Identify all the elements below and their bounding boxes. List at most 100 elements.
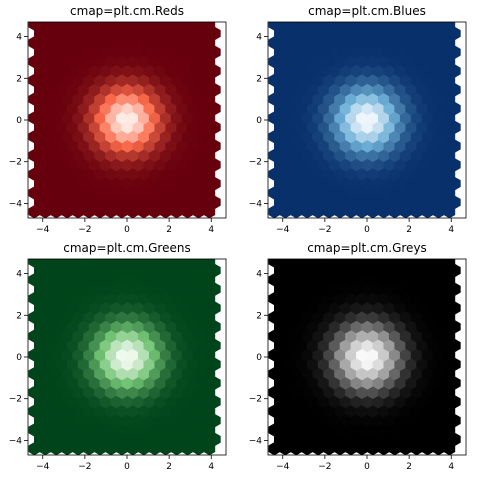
subplot-title: cmap=plt.cm.Blues <box>308 4 426 18</box>
hex-cell <box>367 22 379 31</box>
hex-cell <box>105 259 117 268</box>
hex-cell <box>377 259 390 268</box>
x-tick-label: −2 <box>318 225 331 235</box>
hex-cell <box>312 22 324 31</box>
y-tick-label: 4 <box>256 33 262 43</box>
x-tick-label: 0 <box>124 462 130 472</box>
hex-cell <box>138 22 150 31</box>
hex-cell <box>388 22 401 31</box>
hex-cell <box>279 259 292 268</box>
x-tick-label: 2 <box>406 462 412 472</box>
x-tick-label: −2 <box>318 462 331 472</box>
x-tick-label: 2 <box>406 225 412 235</box>
hex-cell <box>279 22 292 31</box>
y-tick-label: 2 <box>256 74 262 84</box>
hex-cell <box>399 22 412 31</box>
hex-cell <box>203 22 216 31</box>
hex-cell <box>443 22 456 31</box>
y-tick-label: −4 <box>249 436 263 446</box>
subplot-blues: −4 −2 0 2 4 −4 −2 0 2 4 cmap=plt.cm.Blues <box>249 4 467 235</box>
x-tick-label: −2 <box>78 225 91 235</box>
y-tick-label: 4 <box>256 270 262 280</box>
hex-cell <box>39 22 52 31</box>
hex-cell <box>61 22 73 31</box>
y-tick-label: 4 <box>16 33 22 43</box>
hex-cell <box>410 259 423 268</box>
subplot-reds: −4 −2 0 2 4 −4 −2 0 2 4 cmap=plt.cm.Reds <box>9 4 227 235</box>
hex-cell <box>127 22 139 31</box>
y-tick-label: −2 <box>9 395 22 405</box>
hex-cell <box>138 259 150 268</box>
hex-cell <box>170 22 183 31</box>
subplot-title: cmap=plt.cm.Greys <box>307 241 427 255</box>
hex-cell <box>367 259 379 268</box>
subplot-title: cmap=plt.cm.Greens <box>63 241 190 255</box>
hex-cell <box>83 22 95 31</box>
subplot-title: cmap=plt.cm.Reds <box>70 4 184 18</box>
hex-cell <box>290 22 302 31</box>
hex-cell <box>356 259 368 268</box>
hex-cell <box>28 22 41 31</box>
hex-cell <box>50 259 62 268</box>
hex-cell <box>72 22 84 31</box>
hex-cell <box>94 259 106 268</box>
hex-cell <box>301 22 313 31</box>
x-tick-label: −4 <box>36 462 50 472</box>
hexbin-cells <box>268 22 461 218</box>
x-tick-label: 0 <box>124 225 130 235</box>
x-tick-label: −4 <box>36 225 50 235</box>
x-tick-label: −2 <box>78 462 91 472</box>
hex-cell <box>334 259 346 268</box>
hex-cell <box>377 22 390 31</box>
x-tick-label: −4 <box>276 462 290 472</box>
hex-cell <box>421 259 434 268</box>
subplot-greys: −4 −2 0 2 4 −4 −2 0 2 4 cmap=plt.cm.Greys <box>249 241 467 472</box>
y-tick-label: −4 <box>249 199 263 209</box>
x-tick-label: 2 <box>166 225 172 235</box>
hex-cell <box>432 22 445 31</box>
hex-cell <box>39 259 52 268</box>
hex-cell <box>268 22 281 31</box>
hex-cell <box>268 259 281 268</box>
hexbin-cells <box>28 22 221 218</box>
hex-cell <box>356 22 368 31</box>
hex-cell <box>203 259 216 268</box>
hex-cell <box>72 259 84 268</box>
hex-cell <box>181 259 194 268</box>
hex-cell <box>192 22 205 31</box>
hex-cell <box>159 22 172 31</box>
hex-cell <box>388 259 401 268</box>
hex-cell <box>28 259 41 268</box>
y-tick-label: −4 <box>9 436 23 446</box>
hex-cell <box>148 22 161 31</box>
hex-cell <box>334 22 346 31</box>
y-tick-label: 0 <box>16 353 22 363</box>
hex-cell <box>159 259 172 268</box>
hex-cell <box>148 259 161 268</box>
y-tick-label: −2 <box>249 395 262 405</box>
hex-cell <box>345 259 357 268</box>
y-tick-label: 2 <box>16 74 22 84</box>
hex-cell <box>116 22 128 31</box>
hexbin-cells <box>28 259 221 455</box>
y-tick-label: 2 <box>256 311 262 321</box>
y-tick-label: 0 <box>256 116 262 126</box>
y-tick-label: −4 <box>9 199 23 209</box>
hex-cell <box>312 259 324 268</box>
hex-cell <box>94 22 106 31</box>
x-tick-label: −4 <box>276 225 290 235</box>
hex-cell <box>410 22 423 31</box>
hex-cell <box>290 259 302 268</box>
hex-cell <box>127 259 139 268</box>
x-tick-label: 0 <box>364 225 370 235</box>
x-tick-label: 4 <box>448 225 454 235</box>
hex-cell <box>105 22 117 31</box>
hex-cell <box>181 22 194 31</box>
hex-cell <box>116 259 128 268</box>
hex-cell <box>345 22 357 31</box>
x-tick-label: 2 <box>166 462 172 472</box>
y-tick-label: 0 <box>256 353 262 363</box>
hex-cell <box>61 259 73 268</box>
hex-cell <box>301 259 313 268</box>
